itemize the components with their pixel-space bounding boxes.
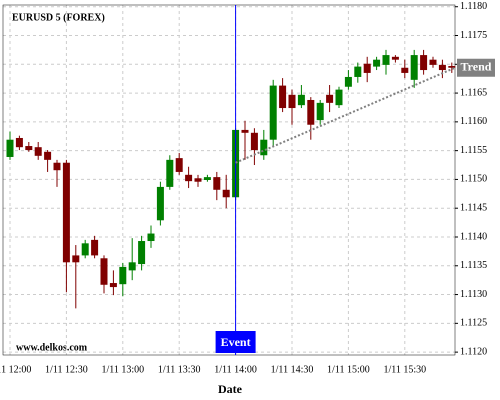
y-tick-label: 1.1135: [460, 260, 487, 271]
candle-body: [53, 162, 61, 171]
candle-body: [269, 85, 277, 140]
event-box: [215, 331, 256, 353]
candle-body: [410, 55, 418, 80]
candle-body: [438, 64, 446, 71]
candle-body: [344, 76, 352, 87]
candle-body: [279, 85, 287, 109]
y-tick-label: 1.1130: [460, 289, 487, 300]
y-tick-label: 1.1120: [460, 346, 487, 357]
x-tick-label: 1/11 15:30: [383, 364, 426, 375]
candle-body: [335, 89, 343, 106]
trend-box: [457, 58, 495, 77]
candle-body: [109, 283, 117, 288]
x-tick-label: 1/11 13:00: [101, 364, 144, 375]
x-tick-label: 1/11 15:00: [327, 364, 370, 375]
y-tick-label: 1.1155: [460, 145, 487, 156]
candle-body: [34, 147, 42, 156]
candle-body: [25, 146, 33, 151]
candle-body: [15, 137, 23, 148]
candle-body: [373, 59, 381, 67]
candle-body: [91, 239, 99, 256]
candle-body: [213, 177, 221, 190]
candle-body: [326, 94, 334, 103]
trend-label: Trend: [461, 59, 492, 73]
candle-body: [100, 258, 108, 285]
candle-body: [62, 162, 70, 263]
candle-body: [128, 262, 136, 271]
candle-body: [307, 99, 315, 125]
plot-frame: [2, 4, 456, 356]
x-tick-label: 1/11 12:30: [45, 364, 88, 375]
candle-body: [166, 159, 174, 187]
y-tick-label: 1.1145: [460, 203, 487, 214]
candle-body: [429, 59, 437, 65]
x-tick-label: 1/11 13:30: [158, 364, 201, 375]
x-tick-label: 1/11 12:00: [0, 364, 31, 375]
candle-body: [175, 158, 183, 172]
y-tick-label: 1.1180: [460, 1, 487, 12]
y-tick-label: 1.1150: [460, 174, 487, 185]
event-label: Event: [221, 335, 251, 349]
candle-body: [297, 94, 305, 106]
candle-body: [203, 177, 211, 180]
candle-body: [448, 66, 456, 68]
candle-body: [222, 189, 230, 198]
candle-body: [119, 266, 127, 285]
candle-body: [147, 233, 155, 242]
candle-body: [250, 132, 258, 151]
candle-body: [81, 243, 89, 256]
candle-body: [6, 139, 14, 157]
candle-body: [401, 67, 409, 73]
y-tick-label: 1.1140: [460, 231, 487, 242]
candle-body: [260, 139, 268, 156]
y-tick-label: 1.1160: [460, 116, 487, 127]
candle-body: [185, 174, 193, 182]
candle-body: [382, 55, 390, 65]
candle-body: [156, 186, 164, 221]
watermark: www.delkos.com: [16, 342, 88, 353]
y-tick-label: 1.1175: [460, 30, 487, 41]
candle-body: [138, 241, 146, 265]
y-tick-label: 1.1165: [460, 87, 487, 98]
candle-body: [72, 255, 80, 263]
candle-body: [316, 102, 324, 121]
x-tick-label: 1/11 14:00: [214, 364, 257, 375]
candle-body: [420, 55, 428, 71]
candle-body: [354, 66, 362, 77]
candle-body: [363, 63, 371, 73]
x-axis-label: Date: [218, 382, 243, 396]
x-tick-label: 1/11 14:30: [271, 364, 314, 375]
candle-body: [391, 56, 399, 60]
candle-body: [288, 94, 296, 109]
y-tick-label: 1.1125: [460, 318, 487, 329]
candle-body: [241, 129, 249, 133]
chart-title: EURUSD 5 (FOREX): [12, 12, 105, 23]
candle-body: [194, 178, 202, 182]
candle-body: [44, 151, 52, 160]
